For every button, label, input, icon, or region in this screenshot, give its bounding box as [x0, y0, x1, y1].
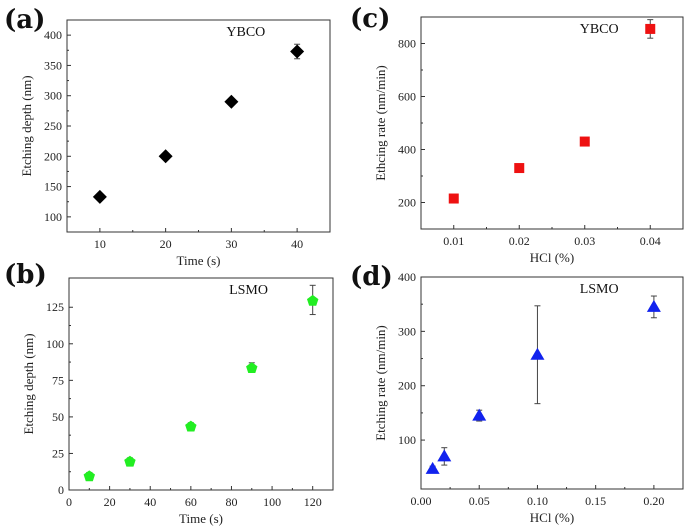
data-point [92, 189, 107, 204]
data-point [185, 420, 197, 432]
y-tick-label: 200 [398, 379, 416, 393]
y-tick-label: 125 [46, 300, 64, 314]
material-annotation: YBCO [580, 22, 619, 37]
plot-frame [68, 277, 334, 491]
x-tick-label: 0.00 [411, 494, 432, 508]
data-point [530, 347, 545, 360]
y-axis-label: Etching depth (nm) [19, 75, 34, 176]
y-tick-label: 200 [398, 196, 416, 210]
data-point [124, 455, 136, 467]
panel-label: (c) [350, 4, 390, 34]
data-point [246, 362, 258, 374]
y-tick-label: 300 [398, 324, 416, 338]
data-point [437, 449, 452, 462]
panel-label: (d) [350, 262, 393, 292]
chart-panel-a: (a) YBCO 10 20 30 40 100 150 200 250 300 350 400 Time… [4, 5, 331, 268]
material-annotation: LSMO [580, 282, 619, 297]
x-tick-label: 0.05 [469, 494, 490, 508]
data-point [514, 163, 525, 174]
material-annotation: LSMO [229, 283, 268, 298]
y-tick-label: 200 [44, 149, 62, 163]
material-annotation: YBCO [226, 25, 265, 40]
x-axis-label: HCl (%) [530, 250, 574, 265]
x-tick-label: 0.15 [585, 494, 606, 508]
y-tick-label: 25 [52, 446, 64, 460]
data-point [645, 23, 656, 34]
x-axis-label: Time (s) [179, 511, 223, 526]
x-tick-label: 100 [263, 495, 281, 509]
x-axis-label: HCl (%) [530, 510, 574, 525]
plot-frame [420, 16, 684, 230]
data-point [83, 470, 96, 482]
data-point [646, 299, 661, 312]
data-point [579, 136, 590, 147]
y-tick-label: 75 [52, 373, 64, 387]
x-axis-label: Time (s) [177, 253, 221, 268]
panel-label: (a) [4, 5, 45, 35]
y-axis-label: Etching depth (nm) [21, 333, 36, 434]
x-tick-label: 0.10 [527, 494, 548, 508]
data-point [224, 94, 239, 109]
x-tick-label: 120 [304, 495, 322, 509]
data-point [448, 193, 459, 204]
y-tick-label: 100 [44, 210, 62, 224]
y-tick-label: 600 [398, 90, 416, 104]
x-tick-label: 20 [160, 237, 172, 251]
x-tick-label: 40 [144, 495, 156, 509]
y-tick-label: 300 [44, 89, 62, 103]
y-tick-label: 100 [46, 337, 64, 351]
y-tick-label: 400 [398, 270, 416, 284]
chart-panel-d: (d) LSMO 0.00 0.05 0.10 0.15 0.20 100 200 300 400 H… [350, 262, 684, 525]
y-tick-label: 0 [58, 483, 64, 497]
x-tick-label: 0.02 [509, 234, 530, 248]
x-tick-label: 0.04 [640, 234, 661, 248]
y-tick-label: 50 [52, 410, 64, 424]
x-tick-label: 80 [225, 495, 237, 509]
data-point [306, 294, 319, 306]
x-tick-label: 30 [225, 237, 237, 251]
y-axis-label: Ethcing rate (nm/min) [373, 65, 388, 181]
plot-frame [420, 276, 684, 490]
x-tick-label: 0 [66, 495, 72, 509]
x-tick-label: 20 [104, 495, 116, 509]
chart-panel-b: (b) LSMO 0 20 40 60 80 100 120 0 25 50 75 100 125 Time … [4, 260, 334, 526]
data-point [425, 461, 440, 474]
data-point [290, 44, 305, 59]
y-tick-label: 350 [44, 58, 62, 72]
x-tick-label: 0.03 [574, 234, 595, 248]
panel-label: (b) [4, 260, 47, 290]
y-tick-label: 400 [44, 28, 62, 42]
x-tick-label: 40 [291, 237, 303, 251]
y-tick-label: 250 [44, 119, 62, 133]
chart-panel-c: (c) YBCO 0.01 0.02 0.03 0.04 200 400 600 800 HCl (… [350, 4, 684, 265]
data-point [158, 149, 173, 164]
y-tick-label: 150 [44, 180, 62, 194]
y-tick-label: 400 [398, 143, 416, 157]
x-tick-label: 60 [185, 495, 197, 509]
y-tick-label: 800 [398, 37, 416, 51]
y-tick-label: 100 [398, 433, 416, 447]
x-tick-label: 0.20 [643, 494, 664, 508]
data-point [472, 408, 487, 421]
x-tick-label: 0.01 [443, 234, 464, 248]
x-tick-label: 10 [94, 237, 106, 251]
y-axis-label: Etching rate (nm/min) [373, 325, 388, 441]
